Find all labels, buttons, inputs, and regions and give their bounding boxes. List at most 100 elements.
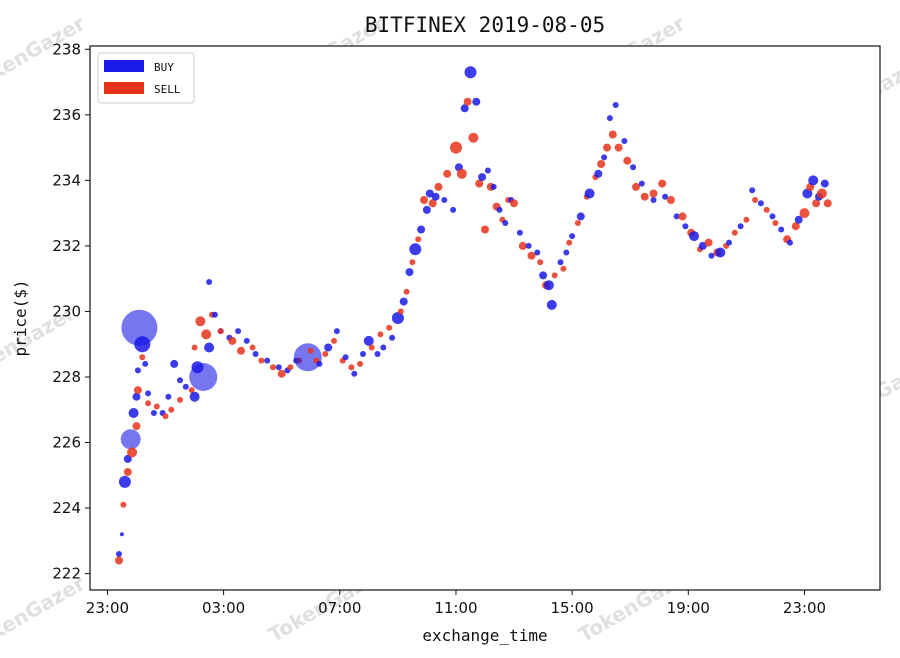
buy-trade-point <box>252 351 259 357</box>
sell-trade-point <box>228 336 237 345</box>
y-tick-label: 228 <box>52 368 81 386</box>
buy-trade-point <box>708 252 715 259</box>
sell-trade-point <box>816 188 827 199</box>
sell-trade-point <box>603 143 611 152</box>
sell-trade-point <box>415 236 422 243</box>
sell-trade-point <box>608 130 617 139</box>
sell-trade-point <box>434 182 443 191</box>
buy-trade-point <box>820 179 829 188</box>
y-tick-label: 226 <box>52 434 81 452</box>
buy-trade-point <box>802 188 813 199</box>
sell-trade-point <box>120 501 127 508</box>
buy-trade-point <box>363 335 374 346</box>
chart-title: BITFINEX 2019-08-05 <box>365 13 605 37</box>
buy-trade-point <box>243 337 250 344</box>
buy-trade-point <box>150 410 157 416</box>
buy-trade-point <box>374 351 381 357</box>
sell-trade-point <box>201 329 212 340</box>
buy-trade-point <box>612 102 619 108</box>
buy-trade-point <box>584 188 595 199</box>
sell-trade-point <box>799 208 810 219</box>
buy-trade-point <box>211 311 218 318</box>
sell-trade-point <box>537 259 544 266</box>
x-axis-label: exchange_time <box>422 626 547 645</box>
buy-trade-point <box>569 233 576 240</box>
sell-trade-point <box>277 369 286 378</box>
buy-trade-point <box>778 226 785 233</box>
buy-trade-point <box>431 192 440 201</box>
sell-trade-point <box>614 143 623 152</box>
sell-trade-point <box>249 344 256 351</box>
sell-trade-point <box>420 196 428 204</box>
sell-trade-point <box>428 199 437 208</box>
sell-trade-point <box>270 364 276 371</box>
buy-trade-point <box>409 243 422 256</box>
sell-trade-point <box>397 308 404 315</box>
sell-trade-point <box>162 413 169 420</box>
sell-trade-point <box>527 251 536 260</box>
points-layer <box>115 66 832 565</box>
sell-trade-point <box>168 406 175 413</box>
y-tick-label: 230 <box>52 302 81 320</box>
buy-trade-point <box>496 206 503 213</box>
sell-trade-point <box>666 196 675 204</box>
buy-trade-point <box>116 551 122 557</box>
sell-trade-point <box>409 259 416 266</box>
sell-trade-point <box>153 403 160 410</box>
sell-trade-point <box>763 206 770 213</box>
sell-trade-point <box>115 556 123 565</box>
sell-trade-point <box>510 199 518 208</box>
buy-trade-point <box>145 390 152 397</box>
x-tick-label: 07:00 <box>318 599 361 617</box>
buy-trade-point <box>557 259 564 266</box>
buy-trade-point <box>576 212 585 221</box>
y-tick-label: 222 <box>52 565 81 583</box>
buy-trade-point <box>134 367 141 374</box>
buy-trade-point <box>689 231 700 242</box>
buy-trade-point <box>682 223 689 230</box>
x-tick-label: 23:00 <box>86 599 129 617</box>
buy-trade-point <box>662 193 669 200</box>
sell-trade-point <box>145 400 152 407</box>
sell-trade-point <box>386 324 393 331</box>
sell-trade-point <box>566 239 573 246</box>
sell-trade-point <box>658 179 667 188</box>
plot-area <box>90 46 880 590</box>
buy-trade-point <box>769 213 776 220</box>
sell-trade-point <box>177 396 183 403</box>
sell-trade-point <box>468 132 479 143</box>
buy-trade-point <box>204 342 215 353</box>
sell-trade-point <box>217 328 224 335</box>
buy-trade-point <box>391 312 404 324</box>
sell-trade-point <box>731 229 738 236</box>
y-axis-label: price($) <box>11 279 30 356</box>
buy-trade-point <box>405 268 414 277</box>
buy-trade-point <box>450 206 457 213</box>
buy-trade-point <box>478 173 487 182</box>
sell-trade-point <box>597 160 606 168</box>
buy-trade-point <box>749 187 756 194</box>
sell-trade-point <box>518 241 527 250</box>
buy-trade-point <box>170 359 179 368</box>
sell-trade-point <box>475 179 484 188</box>
buy-trade-point <box>324 343 333 352</box>
sell-trade-point <box>574 220 581 226</box>
buy-trade-point <box>120 429 141 450</box>
buy-trade-point <box>399 297 408 306</box>
sell-trade-point <box>481 225 489 234</box>
buy-trade-point <box>630 164 637 171</box>
legend-swatch-sell <box>104 82 144 94</box>
buy-trade-point <box>134 336 151 353</box>
buy-trade-point <box>546 299 557 310</box>
buy-trade-point <box>417 225 426 234</box>
legend-label-sell: SELL <box>154 83 181 96</box>
buy-trade-point <box>650 197 657 203</box>
buy-trade-point <box>737 223 744 230</box>
y-tick-label: 234 <box>52 171 81 189</box>
buy-trade-point <box>189 363 218 391</box>
sell-trade-point <box>258 357 265 364</box>
legend-label-buy: BUY <box>154 61 174 74</box>
sell-trade-point <box>132 422 141 431</box>
buy-trade-point <box>389 334 396 341</box>
